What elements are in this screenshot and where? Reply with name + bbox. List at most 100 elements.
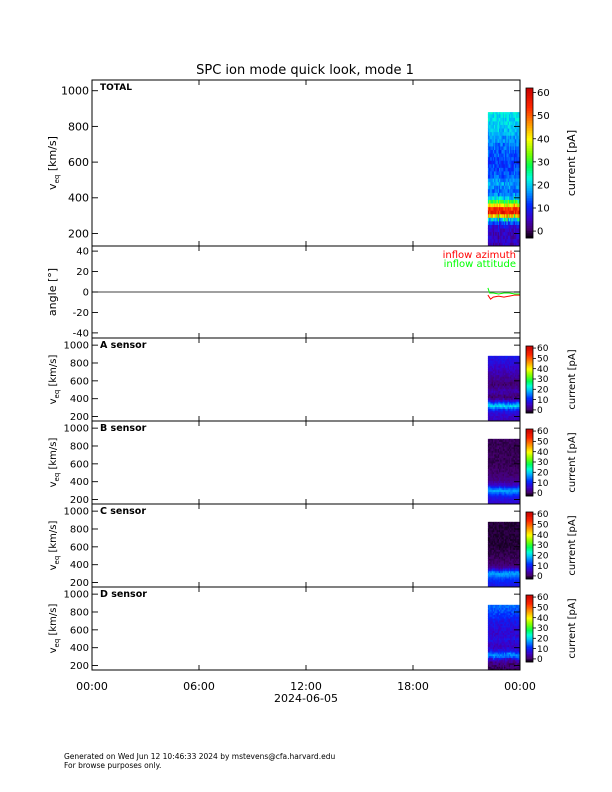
heatmap-cell [492, 558, 495, 561]
heatmap-cell [487, 563, 490, 566]
heatmap-cell [499, 417, 501, 420]
heatmap-cell [507, 634, 510, 637]
heatmap-cell [499, 450, 501, 453]
heatmap-cell [496, 438, 499, 441]
heatmap-cell [518, 471, 520, 475]
heatmap-cell [501, 378, 504, 381]
heatmap-cell [506, 462, 509, 466]
y-label-symbol: v [46, 183, 59, 190]
heatmap-cell [489, 634, 491, 637]
heatmap-cell [505, 443, 507, 446]
heatmap-cell [496, 668, 499, 671]
heatmap-cell [515, 464, 517, 467]
heatmap-cell [505, 401, 507, 404]
heatmap-cell [490, 489, 492, 492]
heatmap-cell [494, 659, 496, 662]
heatmap-cell [491, 547, 494, 550]
heatmap-cell [513, 381, 516, 384]
heatmap-cell [492, 464, 495, 467]
heatmap-cell [513, 171, 516, 175]
heatmap-cell [489, 661, 491, 664]
heatmap-cell [489, 556, 491, 559]
heatmap-cell [511, 438, 513, 441]
heatmap-cell [489, 167, 491, 172]
colorbar-segment [526, 548, 533, 551]
heatmap-cell [499, 188, 501, 193]
heatmap-cell [513, 371, 516, 374]
heatmap-cell [487, 135, 490, 140]
heatmap-cell [511, 439, 513, 442]
heatmap-cell [510, 545, 512, 549]
heatmap-cell [491, 645, 494, 648]
heatmap-cell [502, 648, 505, 651]
heatmap-cell [501, 612, 504, 616]
heatmap-cell [505, 627, 507, 630]
heatmap-cell [501, 362, 504, 365]
heatmap-cell [517, 242, 520, 247]
heatmap-cell [511, 477, 513, 480]
heatmap-cell [494, 607, 496, 610]
heatmap-cell [505, 188, 507, 193]
heatmap-cell [505, 362, 507, 365]
heatmap-cell [512, 468, 515, 471]
heatmap-cell [511, 537, 513, 540]
heatmap-cell [492, 612, 495, 616]
heatmap-cell [508, 142, 511, 147]
heatmap-cell [500, 560, 502, 563]
heatmap-cell [495, 493, 497, 496]
heatmap-cell [497, 554, 500, 558]
heatmap-cell [496, 387, 499, 390]
heatmap-cell [502, 149, 505, 154]
heatmap-cell [491, 498, 494, 501]
heatmap-cell [508, 396, 511, 399]
heatmap-cell [501, 553, 504, 556]
heatmap-cell [491, 206, 494, 211]
heatmap-cell [491, 113, 494, 118]
heatmap-cell [513, 496, 516, 500]
heatmap-cell [518, 477, 520, 480]
heatmap-cell [513, 378, 516, 381]
heatmap-cell [496, 491, 499, 494]
heatmap-cell [502, 500, 505, 503]
heatmap-cell [512, 131, 515, 136]
heatmap-cell [487, 493, 490, 496]
heatmap-cell [496, 124, 499, 129]
heatmap-cell [507, 632, 510, 635]
heatmap-cell [510, 459, 512, 462]
heatmap-cell [513, 576, 516, 579]
colorbar-segment [526, 528, 533, 531]
heatmap-cell [510, 567, 512, 570]
heatmap-cell [491, 196, 494, 200]
heatmap-cell [499, 410, 501, 413]
y-axis-label-total: veq [km/s] [46, 136, 61, 190]
heatmap-cell [503, 146, 506, 151]
heatmap-cell [499, 462, 501, 466]
heatmap-cell [500, 445, 502, 448]
heatmap-cell [487, 365, 490, 368]
y-tick-label: 400 [70, 477, 89, 488]
heatmap-cell [517, 146, 520, 151]
heatmap-cell [497, 560, 500, 563]
heatmap-cell [494, 138, 496, 143]
heatmap-cell [511, 528, 513, 531]
heatmap-cell [492, 531, 495, 534]
heatmap-cell [499, 524, 501, 527]
colorbar-tick-label: 40 [537, 134, 550, 145]
heatmap-cell [487, 567, 490, 570]
heatmap-cell [513, 487, 516, 491]
heatmap-cell [489, 121, 491, 126]
colorbar-segment [526, 230, 533, 234]
heatmap-cell [505, 526, 507, 529]
colorbar-segment [526, 385, 533, 387]
heatmap-cell [511, 452, 513, 455]
colorbar-segment [526, 396, 533, 398]
heatmap-cell [492, 387, 495, 390]
heatmap-cell [512, 401, 515, 404]
heatmap-cell [517, 394, 520, 397]
heatmap-cell [495, 392, 497, 395]
heatmap-cell [487, 146, 490, 151]
colorbar-segment [526, 173, 533, 176]
heatmap-cell [507, 113, 510, 118]
heatmap-cell [518, 565, 520, 568]
heatmap-cell [507, 627, 510, 630]
